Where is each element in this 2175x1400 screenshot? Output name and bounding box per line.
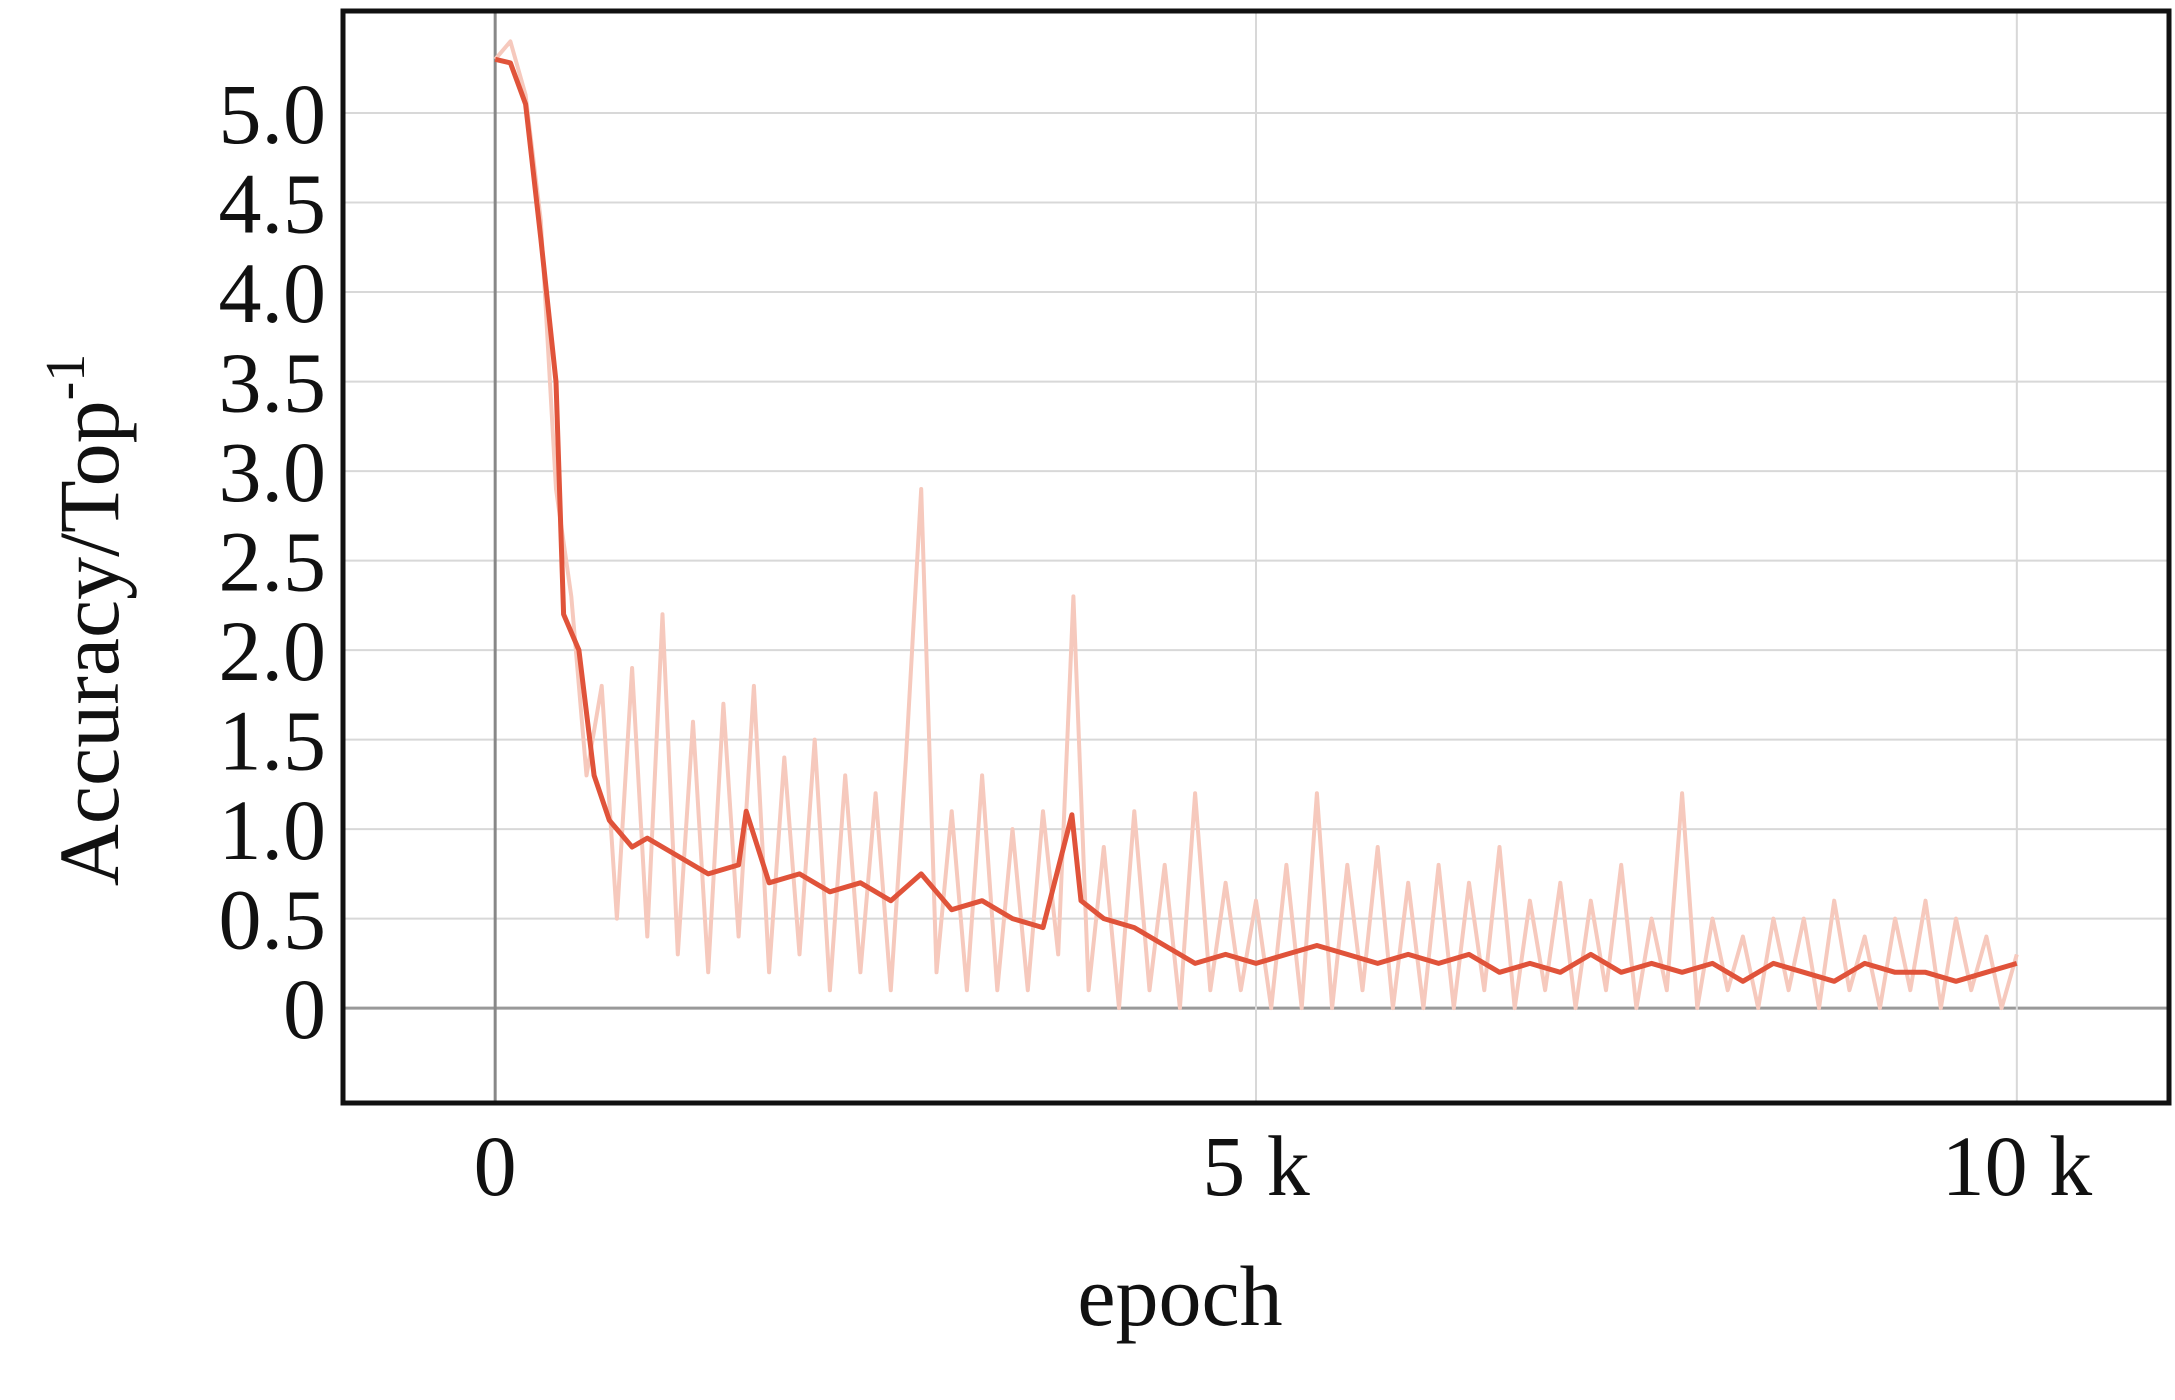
y-tick-label: 3.0: [219, 424, 327, 520]
y-tick-label: 1.5: [219, 693, 327, 789]
grid: [343, 11, 2169, 1103]
y-axis-title-superscript: -1: [35, 354, 97, 401]
plot-marks: [493, 39, 2019, 1011]
x-axis-title: epoch: [1077, 1248, 1282, 1344]
y-axis-title-main: Accuracy/Top: [41, 400, 137, 886]
y-tick-label: 1.0: [219, 782, 327, 878]
y-tick-label: 4.0: [219, 245, 327, 341]
plot-frame: [340, 8, 2172, 1106]
y-tick-label: 0.5: [219, 872, 327, 968]
y-axis-title: Accuracy/Top-1: [35, 354, 137, 887]
y-tick-label: 5.0: [219, 66, 327, 162]
x-tick-label: 5 k: [1202, 1118, 1310, 1214]
line-series: [494, 56, 2018, 984]
y-tick-label: 2.5: [219, 514, 327, 610]
y-tick-label: 2.0: [219, 603, 327, 699]
line-series: [493, 39, 2019, 1011]
y-tick-label: 3.5: [219, 335, 327, 431]
x-tick-label: 0: [474, 1118, 517, 1214]
y-tick-label: 4.5: [219, 156, 327, 252]
y-tick-label: 0: [283, 961, 326, 1057]
x-tick-label: 10 k: [1942, 1118, 2093, 1214]
